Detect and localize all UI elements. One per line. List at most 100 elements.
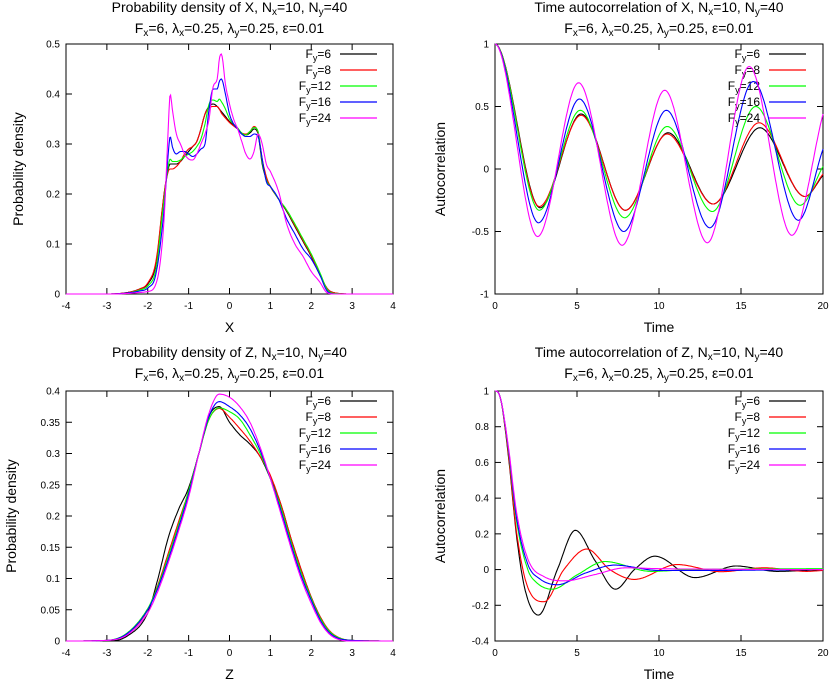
x-tick-label: 3 [349, 648, 355, 659]
y-tick-label: -0.5 [472, 227, 490, 238]
x-tick-label: -3 [102, 648, 111, 659]
legend-label: Fy=8 [734, 410, 760, 426]
panel-z-autocorrelation: Time autocorrelation of Z, Nx=10, Ny=40 F… [432, 344, 829, 681]
x-tick-label: 5 [574, 301, 580, 312]
legend-label: Fy=8 [734, 63, 760, 79]
x-tick-label: 20 [817, 301, 829, 312]
y-axis-label: Probability density [3, 459, 19, 573]
x-tick-label: 0 [492, 648, 498, 659]
series-line-fy24 [495, 390, 823, 582]
chart-title-line-2: Fx=6, λx=0.25, λy=0.25, ε=0.01 [564, 20, 754, 39]
y-tick-label: 0.25 [41, 480, 61, 491]
series-line-fy24 [66, 53, 393, 295]
chart-title-line-1: Probability density of Z, Nx=10, Ny=40 [112, 344, 347, 363]
y-tick-label: 1 [483, 387, 489, 398]
x-tick-label: 15 [735, 301, 747, 312]
y-tick-label: 0.3 [46, 449, 60, 460]
x-tick-label: -1 [184, 648, 193, 659]
x-tick-label: 10 [653, 301, 665, 312]
legend-label: Fy=12 [728, 79, 761, 95]
series-line-fy12 [66, 407, 393, 642]
series-line-fy16 [495, 390, 823, 586]
legend-label: Fy=8 [305, 410, 331, 426]
y-tick-label: 0.5 [46, 40, 60, 51]
series-line-fy12 [494, 43, 824, 219]
series-line-fy24 [66, 393, 393, 642]
y-tick-label: 0.3 [46, 140, 60, 151]
x-tick-label: 0 [492, 301, 498, 312]
chart-title-line-1: Time autocorrelation of X, Nx=10, Ny=40 [534, 0, 783, 18]
panel-z-density: Probability density of Z, Nx=10, Ny=40 Fx… [3, 344, 396, 681]
series-line-fy16 [66, 401, 393, 642]
legend-label: Fy=16 [299, 95, 332, 111]
x-tick-label: 2 [308, 648, 314, 659]
x-tick-label: 15 [735, 648, 747, 659]
series-line-fy12 [495, 390, 823, 590]
y-tick-label: 0.5 [475, 102, 489, 113]
panel-x-density: Probability density of X, Nx=10, Ny=40 Fx… [10, 0, 396, 335]
y-tick-label: 0.2 [46, 190, 60, 201]
x-tick-label: 20 [817, 648, 829, 659]
series-line-fy24 [494, 43, 824, 246]
x-axis-label: X [225, 319, 235, 335]
x-tick-label: -3 [102, 301, 111, 312]
x-tick-label: 4 [390, 648, 396, 659]
series-line-fy8 [66, 105, 393, 295]
y-tick-label: -0.2 [472, 601, 490, 612]
y-tick-label: -0.4 [472, 637, 490, 648]
x-tick-label: -4 [62, 648, 71, 659]
y-tick-label: 0.6 [475, 458, 489, 469]
legend-label: Fy=6 [734, 394, 760, 410]
x-axis-label: Z [225, 666, 234, 681]
chart-title-line-1: Time autocorrelation of Z, Nx=10, Ny=40 [535, 344, 784, 363]
x-axis-label: Time [644, 666, 675, 681]
x-tick-label: -2 [143, 648, 152, 659]
x-tick-label: -4 [62, 301, 71, 312]
y-tick-label: 0.4 [475, 494, 489, 505]
x-axis-label: Time [644, 319, 675, 335]
series-line-fy6 [66, 103, 393, 295]
legend-label: Fy=16 [728, 442, 761, 458]
series-line-fy12 [66, 98, 393, 295]
legend-label: Fy=24 [299, 458, 332, 474]
chart-title-line-2: Fx=6, λx=0.25, λy=0.25, ε=0.01 [564, 365, 754, 384]
chart-title-line-1: Probability density of X, Nx=10, Ny=40 [112, 0, 348, 18]
x-tick-label: -2 [143, 301, 152, 312]
legend-label: Fy=12 [299, 426, 332, 442]
y-tick-label: 0.4 [46, 90, 60, 101]
x-tick-label: 0 [227, 301, 233, 312]
legend-label: Fy=6 [305, 47, 331, 63]
legend-label: Fy=12 [728, 426, 761, 442]
y-tick-label: 1 [483, 40, 489, 51]
series-line-fy6 [66, 406, 393, 642]
y-tick-label: 0.2 [475, 529, 489, 540]
x-tick-label: 2 [308, 301, 314, 312]
legend-label: Fy=24 [728, 111, 761, 127]
x-tick-label: 10 [653, 648, 665, 659]
x-tick-label: 1 [268, 301, 274, 312]
series-line-fy16 [66, 78, 393, 295]
panel-x-autocorrelation: Time autocorrelation of X, Nx=10, Ny=40 F… [432, 0, 829, 335]
y-tick-label: 0.1 [46, 574, 60, 585]
y-tick-label: 0.1 [46, 240, 60, 251]
y-tick-label: 0 [54, 637, 60, 648]
x-tick-label: 3 [349, 301, 355, 312]
y-tick-label: 0.05 [41, 605, 61, 616]
x-tick-label: 1 [268, 648, 274, 659]
y-axis-label: Autocorrelation [432, 122, 448, 216]
legend-label: Fy=6 [734, 47, 760, 63]
chart-title-line-2: Fx=6, λx=0.25, λy=0.25, ε=0.01 [135, 20, 325, 39]
y-tick-label: 0 [483, 565, 489, 576]
legend-label: Fy=8 [305, 63, 331, 79]
plot-frame [65, 43, 394, 295]
legend-label: Fy=24 [728, 458, 761, 474]
y-tick-label: -1 [480, 290, 489, 301]
x-tick-label: 4 [390, 301, 396, 312]
y-tick-label: 0.15 [41, 543, 61, 554]
x-tick-label: -1 [184, 301, 193, 312]
legend-label: Fy=12 [299, 79, 332, 95]
y-tick-label: 0.8 [475, 422, 489, 433]
legend-label: Fy=6 [305, 394, 331, 410]
y-tick-label: 0.4 [46, 387, 60, 398]
